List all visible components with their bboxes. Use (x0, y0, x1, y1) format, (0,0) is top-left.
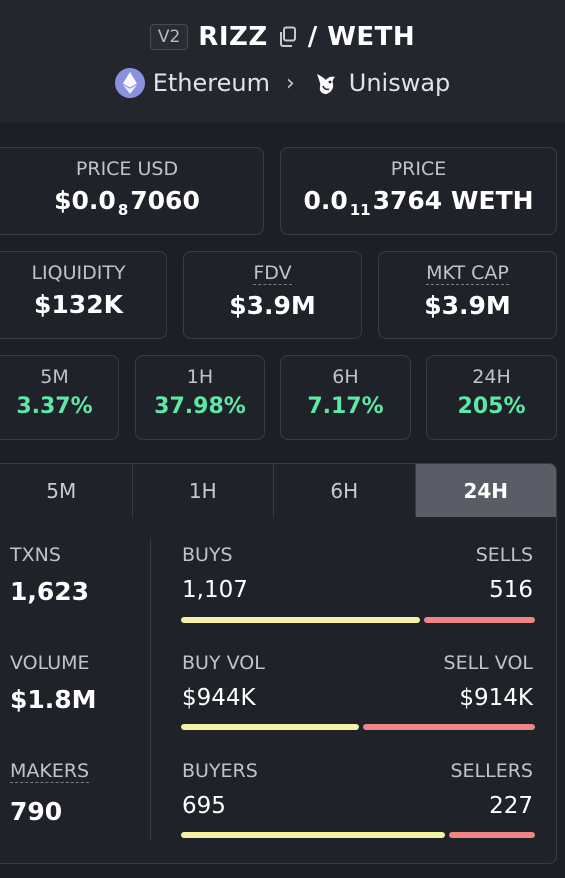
fdv-card: FDV $3.9M (183, 251, 362, 339)
price-usd-value: $0.0 87060 (54, 186, 200, 219)
price-native-label: PRICE (390, 158, 447, 180)
change-24h-card[interactable]: 24H 205% (426, 355, 557, 440)
stats-divider (150, 539, 151, 841)
change-6h-card[interactable]: 6H 7.17% (280, 355, 411, 440)
buy-volume-value: $944K (182, 685, 256, 711)
sell-volume-bar (363, 724, 535, 730)
change-24h-value: 205% (457, 394, 526, 419)
change-5m-value: 3.37% (16, 394, 93, 419)
price-usd-label: PRICE USD (75, 158, 179, 180)
liquidity-label: LIQUIDITY (31, 262, 126, 284)
change-24h-label: 24H (472, 366, 511, 388)
tab-6h[interactable]: 6H (274, 464, 416, 517)
liquidity-card: LIQUIDITY $132K (0, 251, 167, 339)
change-5m-label: 5M (40, 366, 69, 388)
quote-symbol: WETH (327, 22, 416, 52)
pair-separator: / (307, 22, 318, 52)
price-usd-card: PRICE USD $0.0 87060 (0, 147, 264, 235)
pair-header: V2 RIZZ / WETH Ethereum › (0, 0, 565, 122)
buys-value: 1,107 (182, 577, 248, 603)
price-usd-zero-count: 8 (117, 201, 129, 219)
price-native-value: 0.0 113764 WETH (303, 186, 534, 219)
chevron-right-icon: › (285, 70, 295, 96)
base-symbol: RIZZ (198, 22, 268, 52)
price-native-card: PRICE 0.0 113764 WETH (280, 147, 557, 235)
market-cap-value: $3.9M (424, 291, 511, 320)
change-1h-value: 37.98% (154, 394, 246, 419)
buyers-value: 695 (182, 793, 226, 819)
market-cap-label[interactable]: MKT CAP (426, 262, 509, 285)
fdv-label[interactable]: FDV (253, 262, 292, 285)
change-1h-label: 1H (186, 366, 214, 388)
txns-label: TXNS (10, 544, 61, 566)
tab-5m[interactable]: 5M (0, 464, 133, 517)
pair-title-row: V2 RIZZ / WETH (0, 22, 565, 52)
buyers-label: BUYERS (182, 760, 258, 782)
chain-link[interactable]: Ethereum (152, 69, 270, 97)
change-1h-card[interactable]: 1H 37.98% (135, 355, 265, 440)
fdv-value: $3.9M (229, 291, 316, 320)
ethereum-icon (114, 68, 145, 98)
sellers-label: SELLERS (450, 760, 533, 782)
change-6h-value: 7.17% (307, 394, 384, 419)
tab-24h[interactable]: 24H (415, 464, 556, 517)
timeframe-tabs: 5M 1H 6H 24H (0, 463, 557, 518)
chain-breadcrumb: Ethereum › Uniswap (0, 68, 565, 98)
uniswap-icon (311, 68, 341, 98)
buyers-bar (181, 832, 445, 838)
buys-label: BUYS (182, 544, 233, 566)
price-native-zero-count: 11 (349, 201, 371, 219)
makers-label[interactable]: MAKERS (10, 760, 90, 783)
sells-label: SELLS (475, 544, 533, 566)
sellers-bar (449, 832, 535, 838)
volume-label: VOLUME (10, 652, 90, 674)
tab-1h[interactable]: 1H (133, 464, 274, 517)
dex-link[interactable]: Uniswap (348, 69, 451, 97)
change-6h-label: 6H (332, 366, 359, 388)
volume-value: $1.8M (10, 685, 97, 714)
sell-volume-value: $914K (459, 685, 533, 711)
transaction-stats-panel: TXNS 1,623 VOLUME $1.8M MAKERS 790 BUYS … (0, 517, 557, 864)
sell-volume-label: SELL VOL (443, 652, 533, 674)
market-cap-card: MKT CAP $3.9M (378, 251, 557, 339)
sellers-value: 227 (489, 793, 533, 819)
change-5m-card[interactable]: 5M 3.37% (0, 355, 119, 440)
version-badge: V2 (149, 24, 189, 50)
sells-value: 516 (489, 577, 533, 603)
copy-icon[interactable] (278, 26, 298, 48)
sells-bar (424, 617, 535, 623)
buys-bar (181, 617, 420, 623)
buy-volume-label: BUY VOL (182, 652, 265, 674)
txns-value: 1,623 (10, 577, 90, 606)
buy-volume-bar (181, 724, 359, 730)
liquidity-value: $132K (34, 290, 123, 319)
makers-value: 790 (10, 797, 63, 826)
